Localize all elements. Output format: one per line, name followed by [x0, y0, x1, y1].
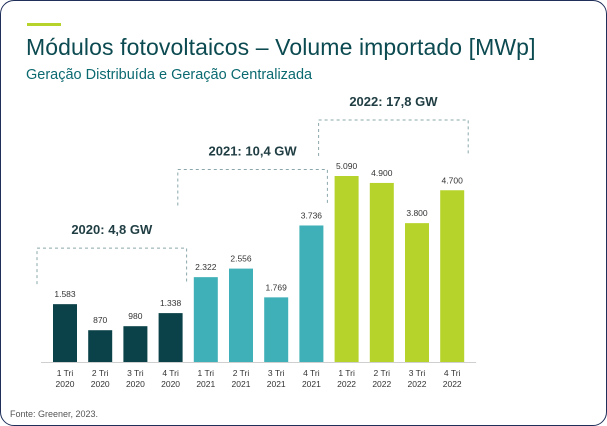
- x-tick-label: 4 Tri: [444, 368, 461, 378]
- group-total-label: 2022: 17,8 GW: [349, 94, 438, 109]
- group-total-label: 2021: 10,4 GW: [209, 143, 298, 158]
- bar-value-label: 980: [128, 311, 142, 321]
- bar-value-label: 3.800: [406, 208, 428, 218]
- x-tick-label: 2020: [91, 379, 110, 389]
- bar: [440, 190, 465, 362]
- bar: [158, 313, 183, 362]
- group-bracket: [318, 119, 469, 156]
- bar: [405, 223, 429, 362]
- x-tick-label: 1 Tri: [198, 368, 215, 378]
- x-tick-label: 2021: [196, 379, 215, 389]
- x-tick-label: 2020: [126, 379, 145, 389]
- bar-value-label: 1.583: [54, 289, 76, 299]
- x-tick-label: 2022: [408, 379, 427, 389]
- x-tick-label: 2 Tri: [92, 368, 109, 378]
- x-tick-label: 2022: [372, 379, 391, 389]
- x-tick-label: 3 Tri: [268, 368, 285, 378]
- x-tick-label: 2020: [56, 379, 75, 389]
- x-tick-label: 2021: [302, 379, 321, 389]
- x-tick-label: 2021: [232, 379, 251, 389]
- bar-value-label: 4.700: [442, 175, 464, 185]
- bar: [88, 330, 113, 362]
- bar-value-label: 5.090: [336, 161, 358, 171]
- bar: [299, 225, 324, 362]
- group-total-label: 2020: 4,8 GW: [71, 222, 153, 237]
- bar: [53, 304, 77, 362]
- bar-value-label: 870: [93, 315, 107, 325]
- bar: [264, 297, 289, 362]
- bar-value-label: 2.322: [195, 262, 217, 272]
- chart-subtitle: Geração Distribuída e Geração Centraliza…: [26, 67, 313, 83]
- bar-value-label: 4.900: [371, 168, 393, 178]
- x-tick-label: 2 Tri: [374, 368, 391, 378]
- source-note: Fonte: Greener, 2023.: [10, 409, 99, 419]
- bar: [369, 182, 394, 362]
- x-tick-label: 3 Tri: [127, 368, 144, 378]
- x-tick-label: 3 Tri: [409, 368, 426, 378]
- group-bracket: [177, 168, 328, 206]
- x-tick-label: 4 Tri: [162, 368, 179, 378]
- group-bracket: [36, 247, 188, 285]
- x-tick-label: 2 Tri: [233, 368, 250, 378]
- bar: [193, 277, 218, 362]
- chart-title: Módulos fotovoltaicos – Volume importado…: [26, 34, 536, 60]
- x-tick-label: 2022: [337, 379, 356, 389]
- x-tick-label: 2022: [443, 379, 462, 389]
- x-tick-label: 2021: [267, 379, 286, 389]
- x-tick-label: 1 Tri: [57, 368, 74, 378]
- bar-value-label: 2.556: [230, 254, 252, 264]
- x-tick-label: 1 Tri: [338, 368, 355, 378]
- accent-line: [27, 23, 61, 26]
- bar: [123, 326, 148, 362]
- bar: [229, 268, 253, 362]
- x-tick-label: 2020: [161, 379, 180, 389]
- bar-value-label: 1.769: [266, 282, 288, 292]
- bar: [334, 176, 359, 362]
- bar-value-label: 3.736: [301, 210, 323, 220]
- x-tick-label: 4 Tri: [303, 368, 320, 378]
- bar-value-label: 1.338: [160, 298, 182, 308]
